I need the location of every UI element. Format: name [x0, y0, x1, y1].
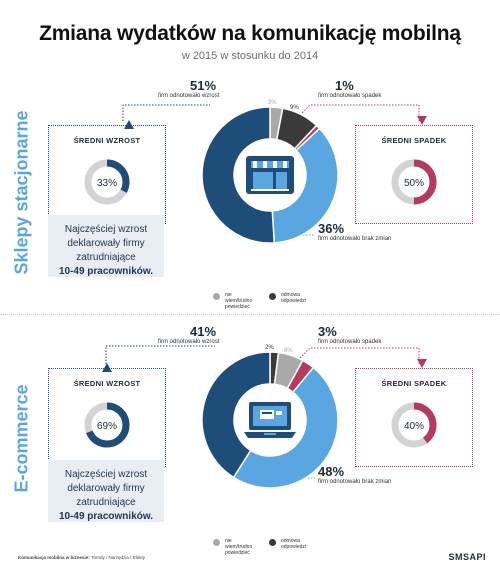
avg-decrease-gauge: 40%	[391, 402, 437, 448]
legend-dot	[269, 293, 276, 300]
no-change-pct: 48%	[318, 464, 345, 479]
divider	[0, 314, 500, 315]
avg-increase-title: ŚREDNI WZROST	[73, 379, 141, 388]
legend-dot	[213, 539, 220, 546]
legend-item: odmowa odpowiedzi	[269, 538, 315, 550]
donut-slice	[271, 127, 339, 244]
note-line: deklarowały firmy	[67, 483, 145, 494]
brand-logo: SMSAPI	[448, 552, 486, 562]
avg-increase-value: 69%	[97, 421, 117, 432]
increase-label: firm odnotowało wzrost	[158, 339, 220, 345]
footer-text: Komunikacja mobilna w biznesie: Trendy /…	[18, 555, 146, 560]
no-change-label: firm odnotowało brak zmian	[318, 479, 392, 485]
decrease-pct: 1%	[335, 78, 354, 93]
increase-pct: 41%	[190, 324, 217, 339]
legend-label: nie wiem/trudno powiedzieć	[225, 538, 253, 556]
legend-label: odmowa odpowiedzi	[281, 292, 307, 304]
gauge-fill	[84, 402, 130, 448]
shop-icon	[246, 156, 294, 194]
avg-increase-gauge: 33%	[84, 159, 130, 205]
note-bold: 10-49 pracowników.	[58, 511, 154, 522]
note-line: Najczęściej wzrost	[64, 224, 148, 235]
decrease-label: firm odnotowało spadek	[318, 93, 382, 99]
refused-pct: 2%	[265, 345, 274, 351]
legend-item: nie wiem/trudno powiedzieć	[213, 292, 259, 310]
avg-decrease-box: ŚREDNI SPADEK 50%	[355, 116, 473, 224]
legend-dot	[269, 539, 276, 546]
donut-slice	[232, 366, 339, 489]
gauge-fill	[84, 159, 130, 205]
legend-item: odmowa odpowiedzi	[269, 292, 315, 304]
avg-decrease-value: 50%	[404, 178, 424, 189]
gauge-fill	[391, 402, 437, 448]
avg-increase-box: ŚREDNI WZROST 33%	[48, 120, 166, 224]
decrease-label: firm odnotowało spadek	[318, 339, 382, 345]
triangle-up-icon	[124, 120, 134, 129]
donut-slice	[201, 106, 276, 244]
laptop-icon	[244, 402, 296, 438]
dont-know-pct: 6%	[284, 348, 293, 354]
note-line: zatrudniające	[76, 252, 136, 263]
no-change-label: firm odnotowało brak zmian	[318, 236, 392, 242]
avg-decrease-gauge: 50%	[391, 159, 437, 205]
refused-pct: 9%	[290, 105, 299, 111]
gauge-fill	[391, 159, 437, 205]
avg-increase-title: ŚREDNI WZROST	[73, 136, 141, 145]
legend: nie wiem/trudno powiedzieć odmowa odpowi…	[213, 538, 315, 556]
legend-label: odmowa odpowiedzi	[281, 538, 307, 550]
increase-label: firm odnotowało wzrost	[158, 93, 220, 99]
legend-dot	[213, 293, 220, 300]
page-title: Zmiana wydatków na komunikację mobilną	[39, 22, 461, 45]
note-line: zatrudniające	[76, 497, 136, 508]
avg-increase-gauge: 69%	[84, 402, 130, 448]
legend: nie wiem/trudno powiedzieć odmowa odpowi…	[213, 292, 315, 310]
donut-slice	[201, 351, 271, 479]
note-box: Najczęściej wzrost deklarowały firmy zat…	[48, 215, 164, 277]
increase-pct: 51%	[190, 78, 217, 93]
avg-decrease-title: ŚREDNI SPADEK	[381, 136, 447, 145]
page-subtitle: w 2015 w stosunku do 2014	[181, 50, 319, 62]
legend-label: nie wiem/trudno powiedzieć	[225, 292, 253, 310]
avg-decrease-value: 40%	[404, 421, 424, 432]
avg-decrease-box: ŚREDNI SPADEK 40%	[355, 359, 473, 467]
dont-know-pct: 3%	[268, 100, 277, 106]
avg-increase-box: ŚREDNI WZROST 69%	[48, 363, 166, 467]
triangle-up-icon	[102, 363, 112, 372]
note-box: Najczęściej wzrost deklarowały firmy zat…	[48, 460, 164, 522]
legend-item: nie wiem/trudno powiedzieć	[213, 538, 259, 556]
no-change-pct: 36%	[318, 221, 345, 236]
note-line: Najczęściej wzrost	[64, 469, 148, 480]
section-retail: Sklepy stacjonarne ŚREDNI WZROST 33% ŚRE…	[0, 75, 500, 310]
note-bold: 10-49 pracowników.	[58, 266, 154, 277]
decrease-pct: 3%	[318, 324, 337, 339]
note-line: deklarowały firmy	[67, 238, 145, 249]
avg-increase-value: 33%	[97, 178, 117, 189]
avg-decrease-title: ŚREDNI SPADEK	[381, 379, 447, 388]
section-ecommerce: E-commerce ŚREDNI WZROST 69% ŚREDNI SPAD…	[0, 318, 500, 558]
